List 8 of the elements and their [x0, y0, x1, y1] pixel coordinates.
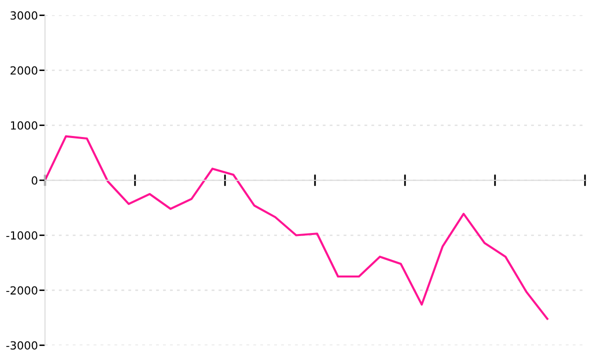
y-tick-label: -2000 — [6, 286, 38, 295]
y-tick-label: 2000 — [10, 66, 38, 75]
y-tick-label: 3000 — [10, 11, 38, 20]
line-series — [45, 135, 548, 320]
y-tick-label: -1000 — [6, 231, 38, 240]
y-tick-label: -3000 — [6, 341, 38, 350]
y-tick-label: 0 — [32, 176, 38, 185]
y-tick-label: 1000 — [11, 121, 38, 130]
